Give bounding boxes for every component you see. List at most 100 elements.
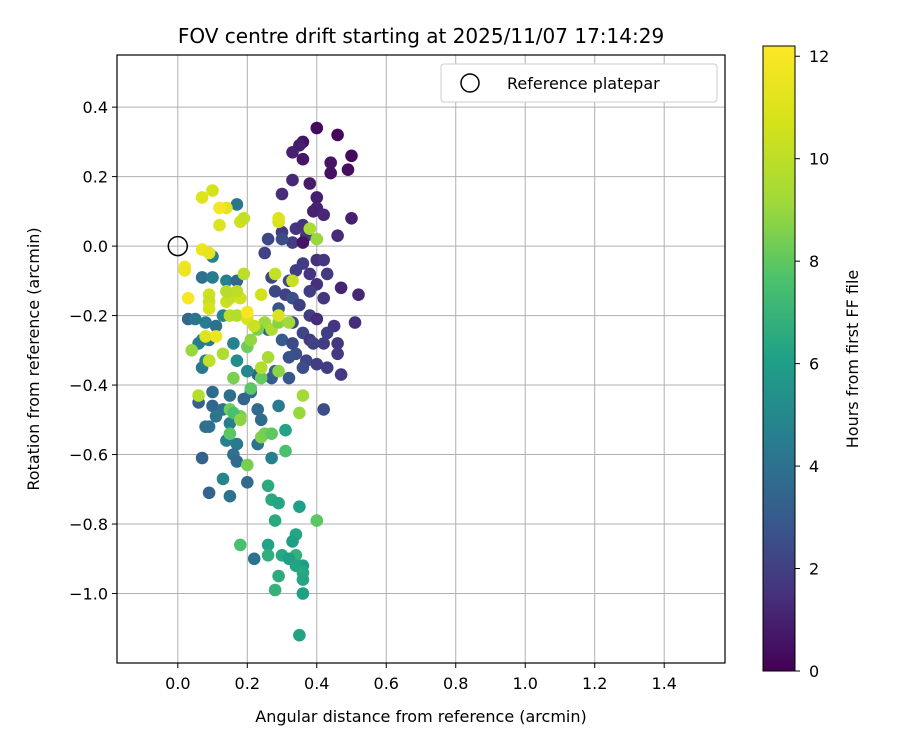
data-point	[265, 451, 278, 465]
data-point	[286, 236, 299, 249]
data-point	[261, 351, 275, 364]
data-point	[199, 316, 212, 329]
legend-open-circle-marker	[460, 73, 480, 93]
data-point	[213, 201, 226, 215]
data-point	[241, 305, 254, 319]
y-tick-label: 0.0	[83, 237, 108, 256]
y-axis-label: Rotation from reference (arcmin)	[24, 227, 43, 490]
data-point	[272, 309, 285, 322]
data-point	[307, 337, 320, 350]
data-point	[254, 288, 268, 302]
colorbar-tick-label: 4	[809, 457, 819, 476]
reference-platepar-marker	[167, 235, 189, 257]
colorbar-tick-label: 12	[809, 47, 829, 66]
colorbar-gradient	[762, 45, 796, 672]
x-tick-label: 0.4	[304, 674, 329, 693]
data-point	[310, 514, 324, 527]
data-point	[268, 267, 282, 281]
legend-label: Reference platepar	[507, 74, 660, 93]
data-point	[293, 500, 306, 513]
data-point	[334, 368, 348, 381]
data-point	[227, 371, 240, 385]
data-point	[310, 232, 324, 246]
data-point	[331, 337, 344, 350]
data-point	[352, 288, 365, 302]
data-point	[272, 212, 285, 225]
y-tick-label: −0.4	[69, 376, 108, 395]
data-point	[317, 403, 331, 416]
data-point	[209, 319, 223, 333]
data-point	[293, 406, 306, 420]
data-point	[261, 479, 275, 493]
data-point	[181, 291, 195, 305]
data-point	[223, 417, 237, 430]
data-point	[286, 173, 299, 187]
data-point	[206, 399, 219, 413]
data-point	[348, 316, 362, 329]
data-point	[254, 371, 268, 385]
data-point	[296, 361, 310, 375]
data-point	[223, 427, 237, 441]
data-point	[320, 326, 334, 340]
data-point	[272, 569, 285, 583]
data-point	[237, 267, 251, 281]
legend-box	[440, 63, 718, 103]
data-point	[223, 489, 237, 503]
colorbar-tick-label: 8	[809, 252, 819, 271]
data-point	[220, 274, 233, 288]
chart-title: FOV centre drift starting at 2025/11/07 …	[178, 24, 664, 48]
colorbar-tick-label: 6	[809, 355, 819, 374]
data-point	[324, 156, 338, 169]
x-tick-label: 0.8	[443, 674, 468, 693]
data-point	[251, 403, 264, 416]
data-point	[282, 371, 296, 385]
data-point	[296, 236, 310, 249]
data-point	[272, 399, 285, 413]
data-point	[320, 361, 334, 375]
data-point	[307, 205, 320, 218]
data-point	[275, 232, 289, 246]
data-point	[202, 246, 216, 260]
plot-frame	[116, 54, 726, 664]
data-point	[341, 163, 355, 176]
data-point	[303, 285, 317, 298]
data-point	[230, 198, 244, 211]
data-point	[286, 146, 299, 159]
x-tick-label: 1.0	[513, 674, 538, 693]
data-point	[244, 333, 258, 347]
data-point	[296, 389, 310, 402]
x-axis-ticks: 0.0 0.2 0.4 0.6 0.8 1.0 1.2 1.4	[165, 663, 677, 693]
data-point	[241, 476, 254, 489]
data-point	[334, 281, 348, 295]
data-point	[331, 229, 344, 242]
data-point	[206, 271, 219, 284]
data-point	[234, 538, 247, 552]
data-point	[199, 330, 212, 343]
data-point	[241, 364, 254, 378]
data-point	[272, 364, 285, 378]
data-point	[241, 458, 254, 472]
data-point	[223, 389, 237, 402]
data-point	[244, 382, 258, 395]
data-point	[296, 587, 310, 600]
x-tick-label: 0.6	[374, 674, 399, 693]
colorbar: 0 2 4 6 8 10 12 Hours from first FF file	[762, 45, 862, 681]
data-point	[296, 573, 310, 586]
y-tick-label: −1.0	[69, 585, 108, 604]
data-point	[230, 437, 244, 451]
data-point	[268, 514, 282, 527]
data-point	[261, 538, 275, 552]
data-point	[282, 351, 296, 364]
data-point	[227, 337, 240, 350]
data-point	[265, 427, 278, 441]
data-point	[317, 253, 331, 267]
data-point	[258, 246, 272, 260]
data-point	[185, 344, 198, 357]
data-point	[237, 392, 251, 406]
data-point	[220, 285, 233, 298]
data-point	[279, 444, 292, 458]
data-point	[310, 191, 324, 204]
data-point	[230, 309, 244, 322]
data-point	[279, 423, 292, 437]
data-point	[234, 413, 247, 427]
